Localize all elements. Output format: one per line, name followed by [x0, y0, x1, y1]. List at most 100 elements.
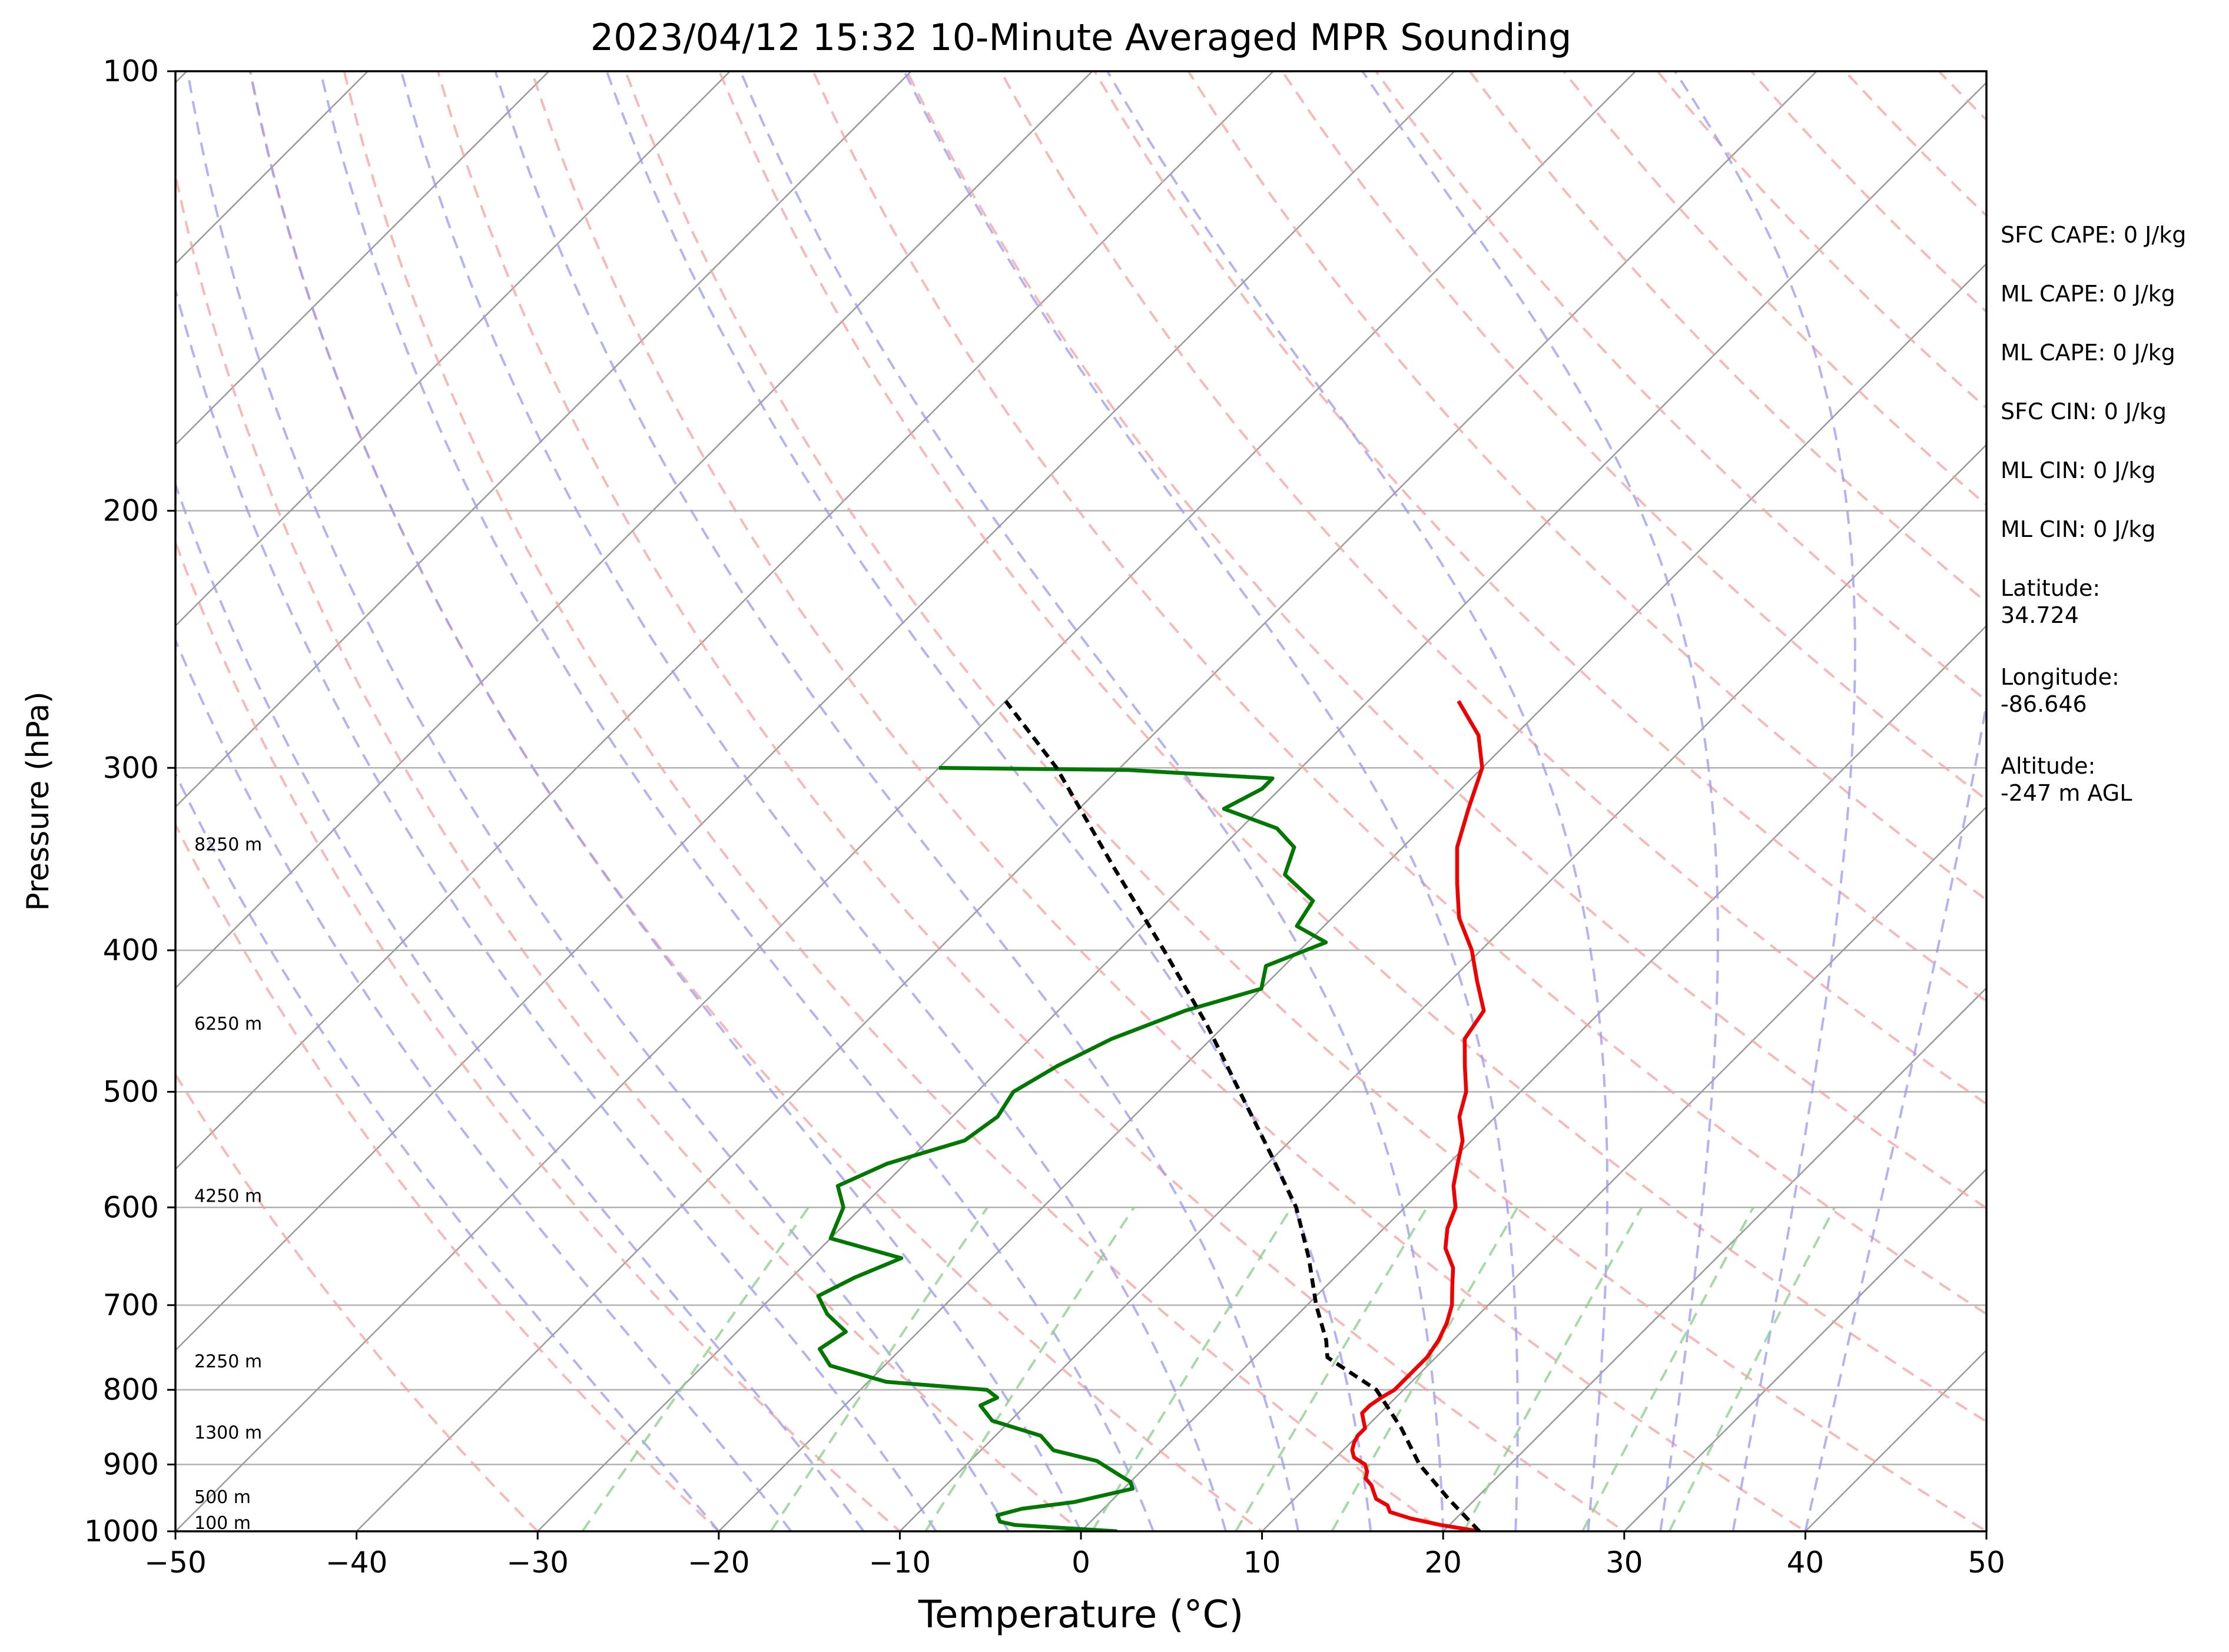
moist-adiabat-line — [175, 771, 720, 1531]
height-label: 100 m — [194, 1513, 251, 1534]
isotherm-line — [1442, 987, 1986, 1531]
sounding-index-text: ML CAPE: 0 J/kg — [2001, 340, 2175, 366]
dry-adiabat-line — [718, 71, 1986, 1424]
x-axis-label: Temperature (°C) — [918, 1593, 1243, 1637]
sounding-index-text: SFC CIN: 0 J/kg — [2001, 399, 2167, 424]
dry-adiabat-line — [624, 71, 1986, 1531]
height-label: 500 m — [194, 1487, 251, 1508]
sounding-index-text: SFC CAPE: 0 J/kg — [2001, 222, 2186, 248]
height-label: 6250 m — [194, 1014, 262, 1034]
y-tick-label: 200 — [103, 494, 159, 528]
dry-adiabat-line — [436, 71, 1627, 1531]
isotherm-line — [175, 71, 550, 446]
dry-adiabat-line — [343, 71, 1445, 1531]
height-label: 4250 m — [194, 1186, 262, 1206]
y-tick-label: 900 — [103, 1448, 159, 1482]
isotherm-line — [537, 81, 1986, 1531]
axis-ticks: −50 −40 −30 −20 −10 0 10 20 30 40 50 100 200 300 400 50… — [84, 54, 2005, 1580]
isotherm-line — [718, 263, 1986, 1531]
x-tick-label: −40 — [326, 1545, 388, 1580]
sounding-profiles — [816, 699, 1486, 1531]
isotherm-line — [1261, 805, 1986, 1531]
height-label: 1300 m — [194, 1422, 262, 1443]
moist-adiabat-line — [1674, 71, 1856, 1531]
moist-adiabat-line — [1361, 71, 1719, 1531]
height-label: 8250 m — [194, 835, 262, 855]
dry-adiabat-line — [175, 1072, 540, 1531]
moist-adiabat-line — [248, 71, 1082, 1531]
moist-adiabat-line — [400, 71, 1228, 1531]
isotherm-line — [175, 71, 731, 627]
isotherm-line — [1080, 625, 1986, 1531]
dry-adiabat-line — [530, 71, 1808, 1531]
y-tick-label: 300 — [103, 751, 159, 785]
isotherm-line — [175, 71, 912, 808]
x-tick-label: −30 — [506, 1545, 569, 1580]
sounding-index-text: Latitude: 34.724 — [2001, 575, 2100, 628]
mixing-ratio-line — [769, 1206, 989, 1531]
moist-adiabat-line — [175, 481, 865, 1531]
x-tick-label: 30 — [1606, 1545, 1643, 1580]
isotherm-line — [175, 71, 1274, 1170]
y-tick-label: 500 — [103, 1074, 159, 1109]
height-labels: 100 m 500 m 1300 m 2250 m 4250 m 6250 m 8250 m — [194, 835, 262, 1534]
dry-adiabat-line — [812, 71, 1986, 1316]
y-tick-label: 400 — [103, 933, 159, 967]
temperature-profile-line — [1350, 700, 1486, 1531]
sounding-indices: SFC CAPE: 0 J/kg ML CAPE: 0 J/kg ML CAPE: … — [2001, 222, 2186, 806]
dry-adiabat-line — [1187, 71, 1986, 901]
y-tick-label: 700 — [103, 1288, 159, 1322]
x-tick-label: 0 — [1072, 1545, 1090, 1580]
moist-adiabat-line — [186, 71, 1010, 1531]
dry-adiabat-line — [1656, 71, 1986, 410]
isotherm-line — [1623, 1168, 1986, 1531]
isotherm-line — [899, 443, 1986, 1531]
x-tick-label: 40 — [1787, 1545, 1825, 1580]
isotherm-line — [175, 71, 1093, 989]
moist-adiabat-line — [319, 71, 1155, 1531]
dry-adiabat-line — [999, 71, 1986, 1106]
mixing-ratio-line — [581, 1206, 810, 1531]
dry-adiabat-line — [175, 539, 902, 1531]
dry-adiabat-line — [1093, 71, 1986, 1003]
sounding-index-text: ML CIN: 0 J/kg — [2001, 457, 2155, 483]
y-tick-label: 100 — [103, 54, 159, 88]
y-tick-label: 1000 — [84, 1514, 159, 1548]
x-tick-label: 20 — [1424, 1545, 1462, 1580]
x-tick-label: −10 — [869, 1545, 931, 1580]
plot-grid — [175, 71, 1986, 1531]
x-tick-label: 10 — [1243, 1545, 1281, 1580]
moist-adiabat-line — [175, 285, 937, 1531]
moist-adiabat-line — [494, 71, 1300, 1531]
dry-adiabat-line — [1562, 71, 1986, 507]
mixing-ratio-line — [1668, 1206, 1836, 1531]
sounding-index-text: Altitude: -247 m AGL — [2001, 753, 2132, 806]
sounding-index-text: ML CIN: 0 J/kg — [2001, 516, 2155, 542]
isotherm-line — [356, 71, 1817, 1531]
isotherm-line — [175, 71, 1455, 1352]
mixing-ratio-line — [1581, 1206, 1754, 1531]
dewpoint-profile-line — [816, 766, 1328, 1531]
x-tick-label: 50 — [1968, 1545, 2005, 1580]
moist-adiabat-line — [739, 71, 1445, 1531]
mixing-ratio-line — [1462, 1206, 1643, 1531]
y-tick-label: 800 — [103, 1373, 159, 1407]
dry-adiabat-line — [1468, 71, 1986, 604]
isotherm-line — [175, 71, 1636, 1531]
sounding-index-text: Longitude: -86.646 — [2001, 664, 2119, 717]
mixing-ratio-line — [924, 1206, 1135, 1531]
moist-adiabat-line — [175, 637, 792, 1531]
x-tick-label: −20 — [688, 1545, 750, 1580]
y-axis-label: Pressure (hPa) — [21, 692, 56, 911]
moist-adiabat-line — [1804, 697, 1986, 1531]
sounding-index-text: ML CAPE: 0 J/kg — [2001, 281, 2175, 307]
y-tick-label: 600 — [103, 1190, 159, 1225]
chart-title: 2023/04/12 15:32 10-Minute Averaged MPR … — [591, 16, 1572, 59]
parcel-profile-line — [1004, 699, 1481, 1531]
x-tick-label: −50 — [144, 1545, 207, 1580]
dry-adiabat-line — [905, 71, 1986, 1210]
moist-adiabat-line — [1106, 71, 1608, 1531]
height-label: 2250 m — [194, 1351, 262, 1372]
